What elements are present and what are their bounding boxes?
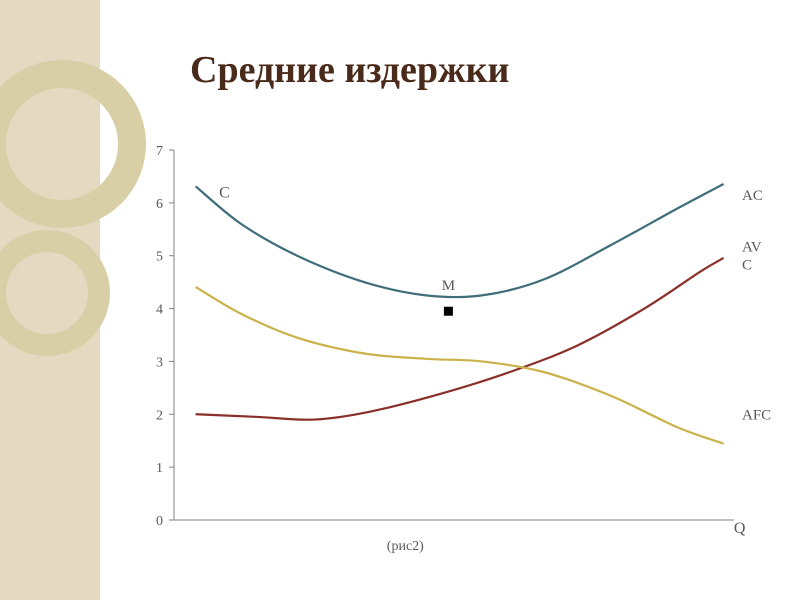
cost-curves-chart: 0 1 2 3 4 5 6 7 C M Q AC AV C AFC (рис2)	[140, 140, 794, 564]
y-tick-label: 4	[156, 303, 163, 318]
chart-svg: 0 1 2 3 4 5 6 7 C M Q AC AV C AFC (рис2)	[140, 140, 794, 564]
series-label: C	[742, 258, 752, 274]
series-label: AC	[742, 188, 763, 204]
chart-caption: (рис2)	[387, 539, 424, 554]
series-ac	[196, 184, 722, 297]
slide: Средние издержки 0 1 2 3 4 5 6 7 C M Q AC AV C AFC (рис…	[0, 0, 800, 600]
chart-inner-label: C	[219, 185, 230, 202]
decoration-ring-outer	[0, 60, 146, 228]
chart-inner-label: M	[442, 278, 455, 294]
series-avc	[196, 258, 722, 419]
series-afc	[196, 287, 722, 443]
slide-title: Средние издержки	[190, 48, 509, 92]
y-tick-label: 5	[156, 250, 163, 265]
y-tick-label: 1	[156, 461, 163, 476]
chart-inner-label: Q	[734, 520, 746, 537]
y-tick-label: 3	[156, 355, 163, 370]
y-tick-label: 7	[156, 144, 163, 159]
series-label: AFC	[742, 407, 771, 423]
y-tick-label: 6	[156, 197, 163, 212]
series-label: AV	[742, 240, 762, 256]
y-tick-label: 0	[156, 514, 163, 529]
legend-marker	[444, 307, 453, 316]
y-tick-label: 2	[156, 408, 163, 423]
